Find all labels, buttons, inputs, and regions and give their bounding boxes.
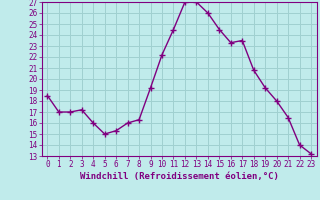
X-axis label: Windchill (Refroidissement éolien,°C): Windchill (Refroidissement éolien,°C) [80,172,279,181]
